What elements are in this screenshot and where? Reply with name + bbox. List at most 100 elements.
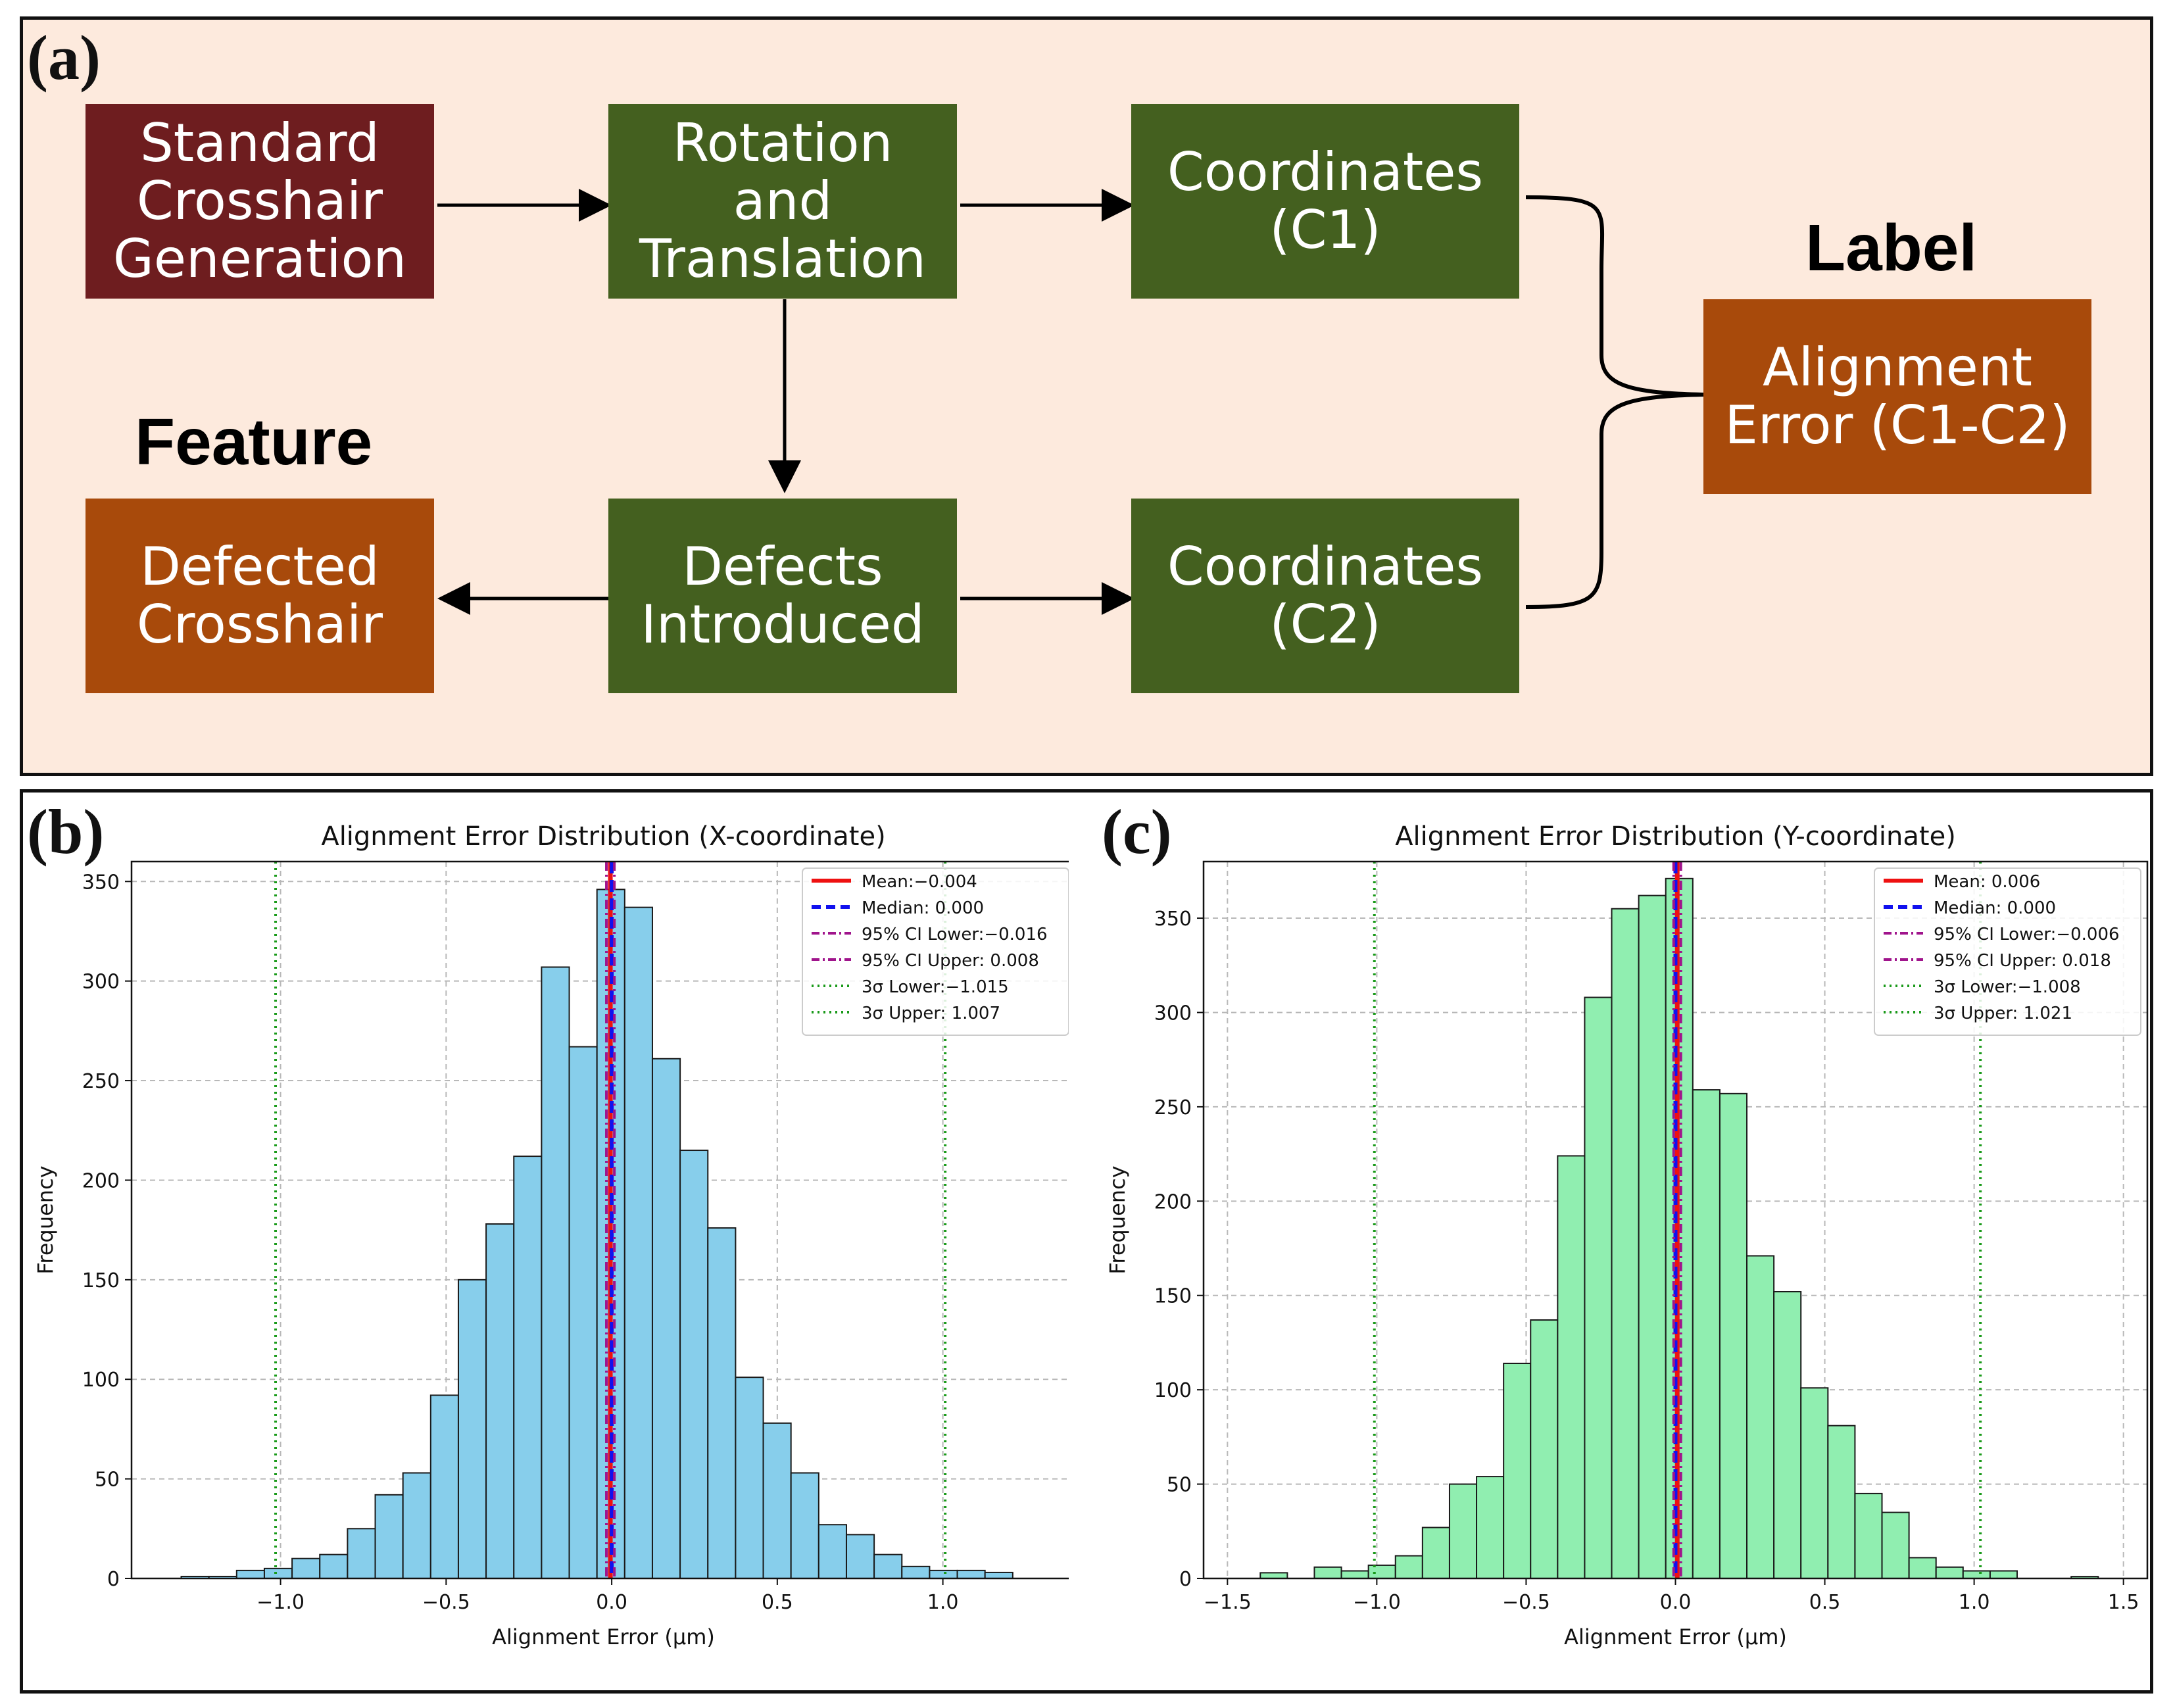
legend-entry: 95% CI Lower:−0.016 (862, 925, 1048, 944)
histogram-bar (1962, 1570, 1991, 1580)
histogram-bar (1800, 1387, 1829, 1580)
histogram-bar (1313, 1566, 1342, 1579)
histogram-bar (1908, 1557, 1937, 1580)
histogram-bar (762, 1422, 792, 1579)
y-tick-label: 300 (82, 971, 120, 994)
chart-title: Alignment Error Distribution (Y-coordina… (1395, 821, 1956, 852)
feature-label: Feature (135, 405, 373, 479)
legend-box (802, 867, 1069, 1036)
histogram-bar (235, 1569, 265, 1580)
histogram-bar (1503, 1363, 1532, 1579)
y-tick-label: 250 (82, 1070, 120, 1093)
label-label: Label (1805, 211, 1978, 285)
histogram-bar (568, 1046, 598, 1580)
y-tick-label: 100 (82, 1369, 120, 1392)
x-tick-label: 1.0 (1959, 1591, 1990, 1614)
box-rotation-translation: Rotation and Translation (608, 104, 957, 299)
histogram-bar (319, 1553, 349, 1579)
box-defected-crosshair: Defected Crosshair (85, 499, 434, 693)
histogram-bar (541, 966, 570, 1579)
panel-a-flowchart: (a) Standard Crosshair Generation Rotati… (20, 16, 2153, 776)
histogram-bar (457, 1279, 487, 1579)
histogram-bar (1259, 1572, 1288, 1580)
histogram-bar (1476, 1476, 1505, 1579)
panel-label-b: (b) (27, 796, 105, 867)
histogram-y-coordinate: Alignment Error Distribution (Y-coordina… (1105, 821, 2149, 1649)
x-tick-label: −0.5 (422, 1591, 470, 1614)
box-coordinates-c2: Coordinates (C2) (1131, 499, 1519, 693)
histogram-bar (845, 1534, 875, 1580)
x-tick-label: 0.0 (596, 1591, 627, 1614)
x-tick-label: −0.5 (1502, 1591, 1550, 1614)
histogram-bar (1584, 996, 1613, 1579)
histogram-bar (818, 1524, 847, 1579)
plot-frame (130, 860, 1069, 1580)
legend-entry: 95% CI Upper: 0.018 (1934, 951, 2111, 971)
brace-connector (1525, 195, 1707, 609)
legend-entry: Median: 0.000 (1934, 898, 2056, 918)
legend-entry: Mean:−0.004 (862, 872, 977, 892)
y-tick-label: 50 (1167, 1474, 1192, 1497)
histogram-bar (1827, 1425, 1856, 1579)
y-tick-label: 300 (1154, 1002, 1192, 1025)
histogram-bar (1638, 894, 1667, 1579)
y-tick-label: 150 (1154, 1285, 1192, 1308)
x-tick-label: 0.5 (1809, 1591, 1841, 1614)
histogram-bar (1367, 1564, 1396, 1579)
histogram-bar (901, 1565, 931, 1580)
legend-entry: 3σ Upper: 1.021 (1934, 1004, 2072, 1023)
histogram-bar (1692, 1089, 1721, 1580)
histogram-bar (790, 1472, 819, 1580)
legend-entry: Mean: 0.006 (1934, 872, 2040, 892)
box-alignment-error: Alignment Error (C1-C2) (1703, 299, 2091, 494)
histogram-bar (984, 1571, 1013, 1579)
histogram-bar (402, 1472, 431, 1580)
panel-bc-histograms: (b) (c) Alignment Error Distribution (X-… (20, 789, 2153, 1694)
histogram-bar (1773, 1291, 1802, 1579)
histogram-bar (1881, 1511, 1910, 1579)
histogram-x-coordinate: Alignment Error Distribution (X-coordina… (33, 821, 1069, 1649)
box-defects-introduced: Defects Introduced (608, 499, 957, 693)
x-axis-label: Alignment Error (μm) (1564, 1624, 1787, 1649)
histogram-bar (374, 1494, 404, 1580)
y-axis-label: Frequency (1105, 1165, 1130, 1274)
x-tick-label: 1.0 (927, 1591, 959, 1614)
y-tick-label: 50 (95, 1469, 120, 1492)
x-tick-label: −1.0 (1353, 1591, 1401, 1614)
panel-label-c: (c) (1102, 796, 1172, 867)
legend-entry: 3σ Upper: 1.007 (862, 1004, 1000, 1023)
y-tick-label: 350 (1154, 908, 1192, 931)
histogram-bar (735, 1377, 764, 1579)
x-tick-label: −1.0 (256, 1591, 305, 1614)
box-standard-crosshair: Standard Crosshair Generation (85, 104, 434, 299)
histogram-bar (291, 1557, 321, 1579)
y-tick-label: 350 (82, 871, 120, 894)
histogram-bar (1935, 1566, 1964, 1579)
legend-entry: 95% CI Lower:−0.006 (1934, 925, 2120, 944)
histogram-bar (1746, 1255, 1775, 1579)
histogram-bar (347, 1528, 376, 1579)
histogram-bar (1421, 1526, 1450, 1579)
histogram-bar (1611, 908, 1640, 1580)
histogram-bar (873, 1553, 903, 1579)
legend-box (1874, 867, 2141, 1036)
histogram-bar (1719, 1092, 1748, 1579)
box-coordinates-c1: Coordinates (C1) (1131, 104, 1519, 299)
histogram-bar (929, 1569, 958, 1580)
chart-title: Alignment Error Distribution (X-coordina… (321, 821, 885, 852)
histogram-bar (429, 1394, 459, 1579)
y-tick-label: 250 (1154, 1096, 1192, 1119)
histogram-bar (1530, 1319, 1559, 1579)
x-tick-label: 0.5 (762, 1591, 793, 1614)
legend-entry: 3σ Lower:−1.008 (1934, 977, 2081, 997)
histogram-bar (1448, 1483, 1478, 1580)
histogram-bar (1340, 1570, 1369, 1580)
histogram-bar (485, 1223, 515, 1579)
x-tick-label: 0.0 (1660, 1591, 1692, 1614)
histogram-bar (1557, 1155, 1586, 1579)
histogram-bar (513, 1156, 543, 1579)
x-tick-label: 1.5 (2108, 1591, 2139, 1614)
legend-entry: Median: 0.000 (862, 898, 984, 918)
histogram-bar (1854, 1492, 1883, 1579)
histogram-bar (956, 1569, 986, 1580)
